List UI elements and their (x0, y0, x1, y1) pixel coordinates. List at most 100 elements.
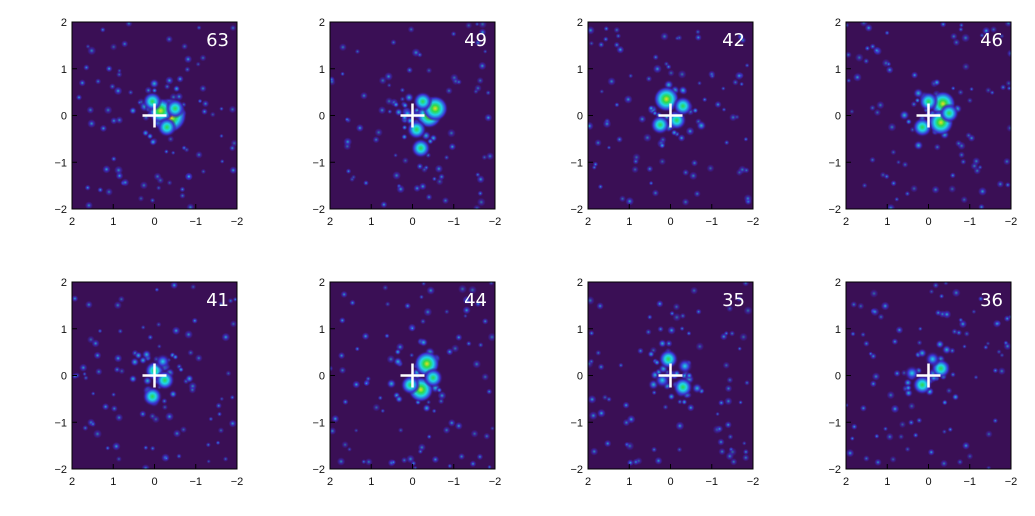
noise-speckle (660, 32, 669, 41)
noise-speckle (442, 426, 451, 434)
noise-speckle (93, 351, 102, 360)
noise-speckle (729, 113, 738, 122)
noise-speckle (447, 463, 453, 469)
halo-speckle (172, 84, 181, 93)
noise-speckle (112, 442, 121, 451)
noise-speckle (331, 414, 340, 423)
noise-speckle (116, 71, 123, 78)
noise-speckle (386, 82, 392, 88)
noise-speckle (628, 73, 634, 79)
noise-speckle (447, 128, 456, 138)
noise-speckle (121, 178, 130, 187)
noise-speckle (72, 373, 78, 380)
noise-speckle (209, 111, 216, 118)
noise-speckle (84, 201, 93, 209)
noise-speckle (396, 184, 406, 194)
noise-speckle (344, 117, 350, 122)
noise-speckle (948, 185, 957, 193)
noise-speckle (718, 447, 726, 456)
noise-speckle (472, 204, 481, 209)
x-tick-label: −2 (231, 216, 244, 228)
noise-speckle (973, 167, 981, 175)
noise-speckle (103, 105, 113, 115)
noise-speckle (360, 91, 368, 100)
noise-speckle (363, 180, 369, 186)
noise-speckle (417, 52, 423, 58)
noise-speckle (466, 340, 472, 347)
x-tick-label: 0 (409, 216, 415, 228)
noise-speckle (955, 139, 963, 147)
noise-speckle (864, 23, 873, 32)
noise-speckle (631, 165, 639, 174)
noise-speckle (444, 309, 450, 315)
halo-speckle (401, 133, 408, 141)
noise-speckle (419, 294, 424, 300)
noise-speckle (161, 398, 168, 405)
noise-speckle (426, 399, 432, 405)
noise-speckle (622, 401, 630, 409)
noise-speckle (227, 298, 234, 304)
y-tick-label: 1 (319, 324, 325, 336)
noise-speckle (330, 427, 337, 435)
noise-speckle (724, 384, 733, 393)
noise-speckle (184, 55, 193, 64)
halo-speckle (149, 78, 160, 89)
noise-speckle (693, 190, 701, 198)
x-tick-label: 0 (151, 476, 157, 488)
noise-speckle (992, 367, 999, 374)
noise-speckle (121, 40, 129, 48)
noise-speckle (398, 427, 404, 434)
y-tick-label: 1 (835, 324, 841, 336)
noise-speckle (82, 371, 87, 377)
noise-speckle (966, 452, 974, 460)
noise-speckle (598, 41, 605, 48)
noise-speckle (942, 310, 952, 319)
noise-speckle (870, 307, 880, 317)
noise-speckle (958, 22, 964, 28)
noise-speckle (188, 386, 197, 394)
noise-speckle (619, 195, 626, 203)
noise-speckle (484, 113, 493, 122)
noise-speckle (143, 445, 149, 451)
noise-speckle (886, 203, 896, 209)
x-tick-label: 0 (925, 476, 931, 488)
noise-speckle (949, 172, 956, 179)
noise-speckle (958, 26, 964, 32)
noise-speckle (431, 455, 440, 464)
noise-speckle (416, 163, 424, 170)
noise-speckle (869, 43, 876, 50)
noise-speckle (853, 72, 862, 82)
noise-speckle (742, 454, 750, 462)
halo-speckle (138, 356, 148, 365)
noise-speckle (869, 352, 877, 360)
y-tick-label: −1 (570, 417, 583, 429)
noise-speckle (195, 61, 201, 67)
x-tick-label: 2 (585, 216, 591, 228)
noise-speckle (91, 391, 96, 396)
noise-speckle (336, 457, 346, 466)
noise-speckle (597, 408, 606, 418)
noise-speckle (390, 39, 397, 46)
noise-speckle (588, 40, 595, 47)
noise-speckle (978, 296, 984, 302)
noise-speckle (958, 151, 965, 159)
noise-speckle (199, 54, 207, 62)
noise-speckle (377, 395, 383, 401)
y-tick-label: −1 (54, 417, 67, 429)
noise-speckle (849, 436, 855, 441)
noise-speckle (384, 301, 391, 307)
noise-speckle (345, 168, 352, 174)
noise-speckle (426, 286, 436, 295)
noise-speckle (465, 22, 473, 29)
x-tick-label: 2 (327, 476, 333, 488)
noise-speckle (165, 35, 173, 43)
noise-speckle (723, 330, 729, 336)
x-tick-label: 0 (667, 476, 673, 488)
noise-speckle (603, 26, 609, 32)
noise-speckle (884, 30, 890, 36)
noise-speckle (406, 454, 415, 464)
noise-speckle (860, 331, 866, 338)
x-tick-label: 1 (368, 216, 374, 228)
